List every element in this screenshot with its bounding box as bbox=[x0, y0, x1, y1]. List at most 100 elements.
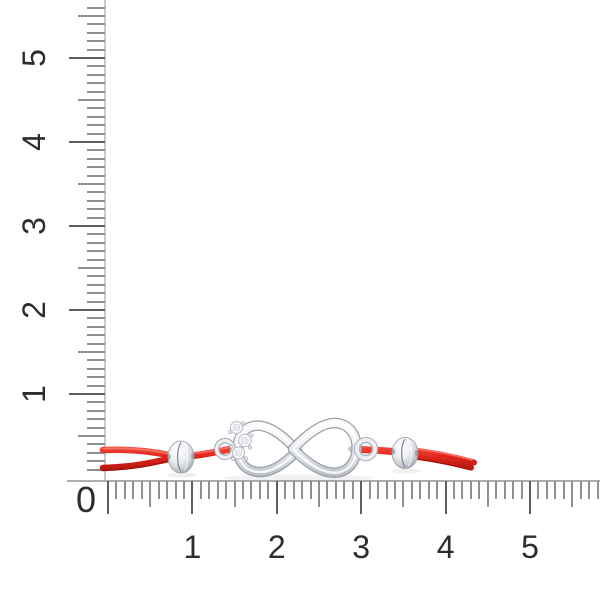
h-ruler-tick bbox=[410, 481, 413, 499]
h-ruler-tick bbox=[478, 481, 481, 499]
h-ruler-tick bbox=[360, 481, 363, 514]
v-ruler-tick bbox=[87, 199, 105, 202]
h-ruler-tick bbox=[495, 481, 498, 499]
red-cord-right bbox=[411, 447, 477, 471]
h-ruler-tick bbox=[562, 481, 565, 499]
v-ruler-tick bbox=[87, 359, 105, 362]
v-ruler-tick bbox=[87, 73, 105, 76]
v-ruler-tick bbox=[78, 183, 105, 185]
v-ruler-tick bbox=[87, 451, 105, 454]
red-cord-left bbox=[99, 446, 177, 472]
v-ruler-tick bbox=[87, 31, 105, 34]
h-ruler-tick bbox=[385, 481, 388, 499]
h-ruler-tick bbox=[149, 481, 152, 507]
h-ruler-tick bbox=[107, 481, 109, 514]
v-ruler-tick bbox=[87, 65, 105, 68]
h-ruler-tick bbox=[377, 481, 380, 499]
h-ruler-tick bbox=[275, 481, 278, 514]
h-ruler-tick bbox=[469, 481, 472, 499]
v-ruler-number: 4 bbox=[16, 133, 52, 151]
v-ruler-tick bbox=[87, 82, 105, 85]
v-ruler-tick bbox=[87, 325, 105, 328]
v-ruler-tick bbox=[87, 107, 105, 110]
v-ruler-tick bbox=[87, 208, 105, 211]
v-ruler-tick bbox=[87, 23, 105, 26]
h-ruler-tick bbox=[242, 481, 245, 499]
v-ruler-tick bbox=[87, 250, 105, 253]
v-ruler-tick bbox=[87, 334, 105, 337]
h-ruler-tick bbox=[309, 481, 312, 499]
h-ruler-tick bbox=[157, 481, 160, 499]
v-ruler-tick bbox=[87, 48, 105, 51]
v-ruler-tick bbox=[87, 426, 105, 429]
h-ruler-tick bbox=[436, 481, 439, 499]
h-ruler-tick bbox=[225, 481, 228, 499]
h-ruler-number: 2 bbox=[267, 529, 286, 565]
v-ruler-tick bbox=[87, 216, 105, 219]
diamond-stones bbox=[230, 421, 252, 460]
h-ruler-tick bbox=[393, 481, 396, 499]
infinity-right-loop bbox=[287, 417, 362, 478]
v-ruler-tick bbox=[87, 292, 105, 295]
v-ruler-tick bbox=[87, 384, 105, 387]
h-ruler-tick bbox=[368, 481, 371, 499]
h-ruler-tick bbox=[140, 481, 143, 499]
v-ruler-tick bbox=[87, 443, 105, 446]
v-ruler-tick bbox=[87, 460, 105, 463]
v-ruler-tick bbox=[69, 309, 105, 311]
v-ruler-tick bbox=[87, 300, 105, 303]
h-ruler-number: 4 bbox=[436, 529, 455, 565]
h-ruler-tick bbox=[351, 481, 354, 499]
h-ruler-tick bbox=[326, 481, 329, 499]
v-ruler-tick bbox=[87, 342, 105, 345]
v-ruler-tick bbox=[87, 418, 105, 421]
h-ruler-tick bbox=[208, 481, 211, 499]
v-ruler-tick bbox=[87, 468, 105, 471]
v-ruler-tick bbox=[87, 166, 105, 169]
h-ruler-tick bbox=[258, 481, 261, 499]
h-ruler-number: 1 bbox=[183, 529, 202, 565]
h-ruler-tick bbox=[444, 481, 447, 514]
silver-bead-right bbox=[391, 437, 419, 469]
h-ruler-tick bbox=[461, 481, 464, 499]
h-ruler-tick bbox=[284, 481, 287, 499]
h-ruler-number: 5 bbox=[521, 529, 539, 565]
v-ruler-tick bbox=[87, 283, 105, 286]
h-ruler-tick bbox=[301, 481, 304, 499]
h-ruler-tick bbox=[343, 481, 346, 499]
h-ruler-tick bbox=[588, 481, 591, 499]
v-ruler-tick bbox=[69, 141, 105, 143]
v-ruler-tick bbox=[69, 225, 105, 227]
v-ruler-tick bbox=[78, 99, 105, 101]
v-ruler-number: 1 bbox=[16, 385, 52, 403]
h-ruler-tick bbox=[503, 481, 506, 499]
h-ruler-tick bbox=[545, 481, 548, 499]
v-ruler-tick bbox=[69, 393, 105, 395]
h-ruler-tick bbox=[453, 481, 456, 499]
h-ruler-tick bbox=[132, 481, 135, 499]
h-ruler-tick bbox=[191, 481, 194, 514]
red-cord-right-inner bbox=[356, 446, 401, 456]
h-ruler-tick bbox=[486, 481, 489, 507]
v-ruler-tick bbox=[87, 124, 105, 127]
v-ruler-tick bbox=[87, 40, 105, 43]
h-ruler-tick bbox=[571, 481, 574, 507]
h-ruler-tick bbox=[318, 481, 320, 507]
v-ruler-tick bbox=[87, 376, 105, 379]
v-ruler-tick bbox=[78, 267, 105, 269]
v-ruler-tick bbox=[87, 367, 105, 370]
h-ruler-tick bbox=[166, 481, 169, 499]
h-ruler-tick bbox=[402, 481, 405, 507]
v-ruler-tick bbox=[87, 233, 105, 236]
h-ruler-tick bbox=[427, 481, 430, 499]
h-ruler-tick bbox=[182, 481, 185, 499]
v-ruler-tick bbox=[87, 409, 105, 412]
h-ruler-tick bbox=[233, 481, 236, 507]
h-ruler-tick bbox=[520, 481, 523, 499]
h-ruler-tick bbox=[216, 481, 219, 499]
v-ruler-tick bbox=[87, 132, 105, 135]
h-ruler-tick bbox=[174, 481, 177, 499]
v-ruler-tick bbox=[87, 258, 105, 261]
h-ruler-tick bbox=[267, 481, 270, 499]
